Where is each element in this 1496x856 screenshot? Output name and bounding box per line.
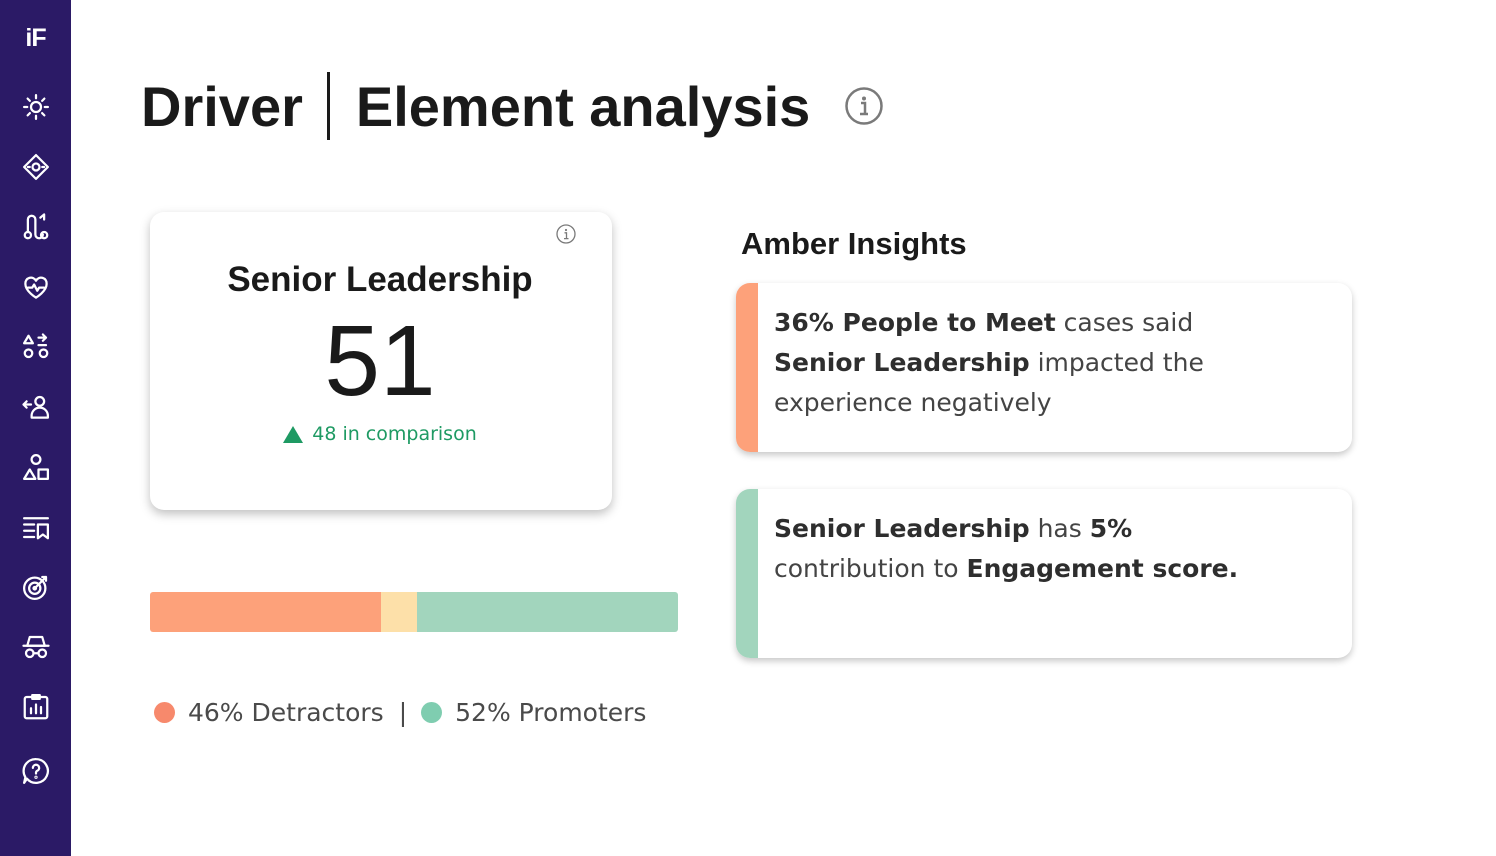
insight-fragment: contribution to — [774, 554, 967, 583]
detractors-label: 46% Detractors — [188, 698, 384, 727]
insight-highlight: Senior Leadership — [774, 514, 1030, 543]
list-bookmark-icon[interactable] — [15, 506, 57, 548]
app-logo[interactable]: iF — [25, 24, 46, 52]
distribution-legend: 46% Detractors | 52% Promoters — [154, 698, 646, 727]
insight-fragment: has — [1029, 514, 1090, 543]
legend-separator: | — [398, 698, 408, 727]
insight-highlight: 36% People to Meet — [774, 308, 1056, 337]
title-divider — [326, 72, 330, 140]
insight-accent-bar — [736, 489, 758, 658]
page-title-element-analysis: Element analysis — [355, 74, 811, 138]
spy-icon[interactable] — [15, 626, 57, 668]
trend-up-icon — [283, 425, 304, 443]
passives-segment — [381, 592, 417, 632]
promoters-segment — [416, 592, 678, 632]
help-bubble-icon[interactable] — [15, 750, 57, 792]
heart-pulse-icon[interactable] — [15, 266, 57, 308]
insight-highlight: Senior Leadership — [774, 348, 1030, 377]
report-clipboard-icon[interactable] — [15, 686, 57, 728]
page-title: Driver Element analysis — [141, 70, 810, 142]
comparison-text: 48 in comparison — [312, 423, 477, 445]
distribution-bar — [150, 592, 678, 632]
page-title-driver: Driver — [141, 74, 303, 138]
insight-accent-bar — [736, 283, 758, 452]
driver-score: 51 — [324, 305, 436, 417]
user-exit-icon[interactable] — [15, 386, 57, 428]
insight-highlight: Engagement score. — [966, 554, 1239, 583]
insights-title: Amber Insights — [741, 226, 967, 261]
detractors-segment — [150, 592, 382, 632]
insight-fragment: impacted the experience negatively — [774, 348, 1204, 417]
comparison-indicator: 48 in comparison — [150, 423, 610, 445]
card-info-icon[interactable] — [555, 223, 577, 245]
route-icon[interactable] — [15, 206, 57, 248]
shapes-swap-icon[interactable] — [15, 326, 57, 368]
insight-highlight: 5% — [1089, 514, 1133, 543]
info-icon[interactable] — [844, 86, 884, 126]
insight-card-contribution: Senior Leadership has 5% contribution to… — [736, 489, 1352, 658]
target-icon[interactable] — [15, 566, 57, 608]
insight-text: Senior Leadership has 5% contribution to… — [774, 509, 1244, 589]
detractors-dot — [154, 702, 175, 723]
sun-icon[interactable] — [15, 86, 57, 128]
insight-text: 36% People to Meet cases said Senior Lea… — [774, 303, 1244, 423]
insight-card-negative: 36% People to Meet cases said Senior Lea… — [736, 283, 1352, 452]
shapes-person-icon[interactable] — [15, 446, 57, 488]
insight-fragment: cases said — [1055, 308, 1194, 337]
driver-score-card: Senior Leadership 51 48 in comparison — [150, 212, 612, 510]
sidebar: iF — [0, 0, 71, 856]
driver-name: Senior Leadership — [227, 260, 533, 299]
diamond-target-icon[interactable] — [15, 146, 57, 188]
promoters-label: 52% Promoters — [455, 698, 647, 727]
promoters-dot — [421, 702, 443, 723]
